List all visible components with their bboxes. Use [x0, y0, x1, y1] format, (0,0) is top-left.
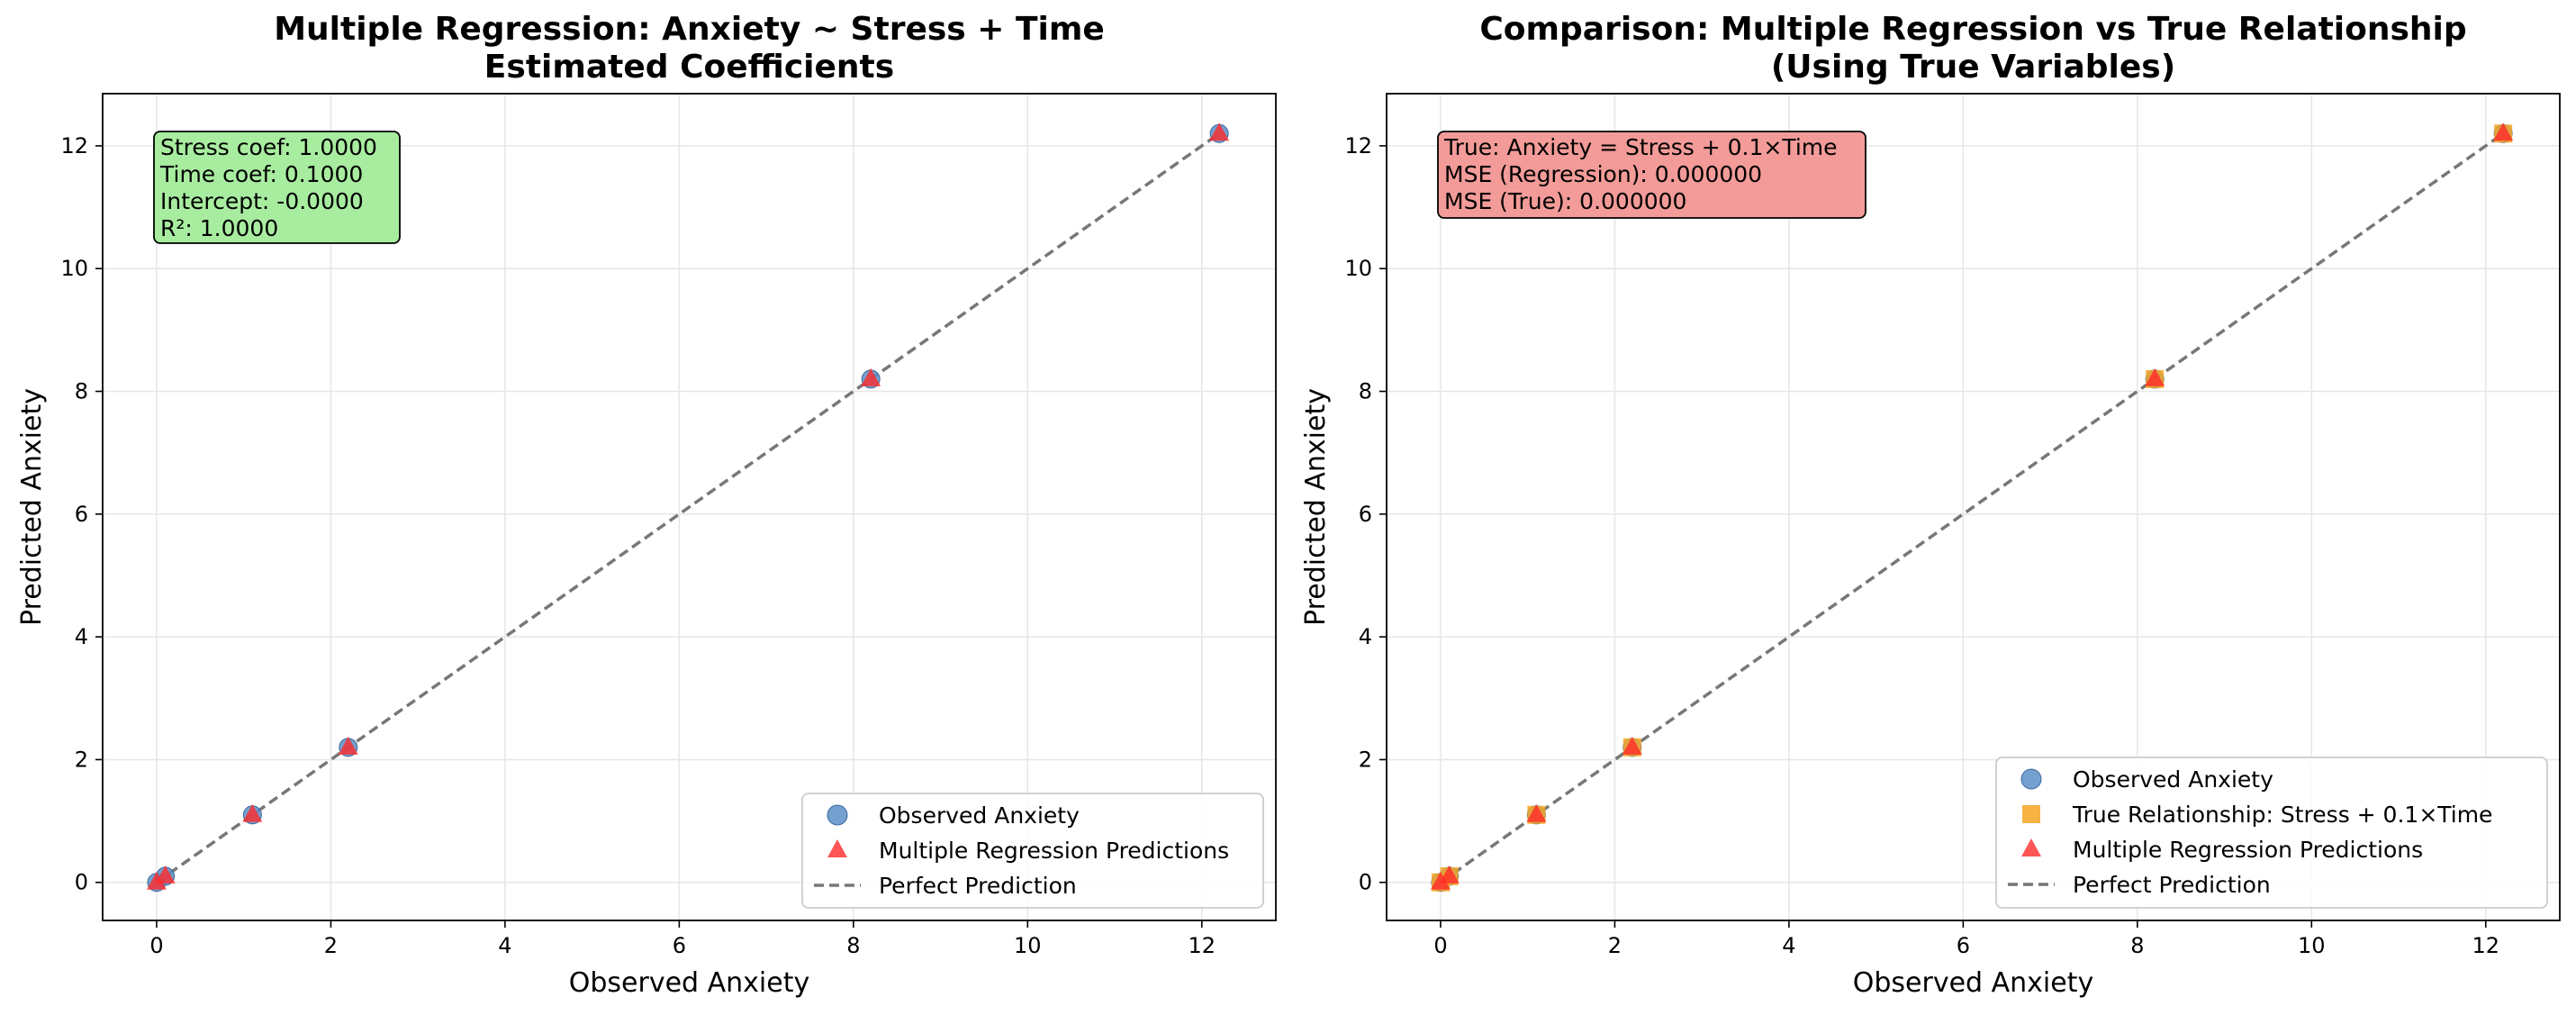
annotation-box [153, 131, 401, 244]
legend-box [801, 793, 1264, 909]
legend-label: True Relationship: Stress + 0.1×Time [2072, 802, 2492, 828]
annotation-text: MSE (True): 0.000000 [1444, 188, 1686, 214]
annotation-text: True: Anxiety = Stress + 0.1×Time [1443, 134, 1838, 160]
regression-prediction-point [155, 865, 176, 884]
perfect-prediction-line [1439, 131, 2505, 884]
x-axis-label: Observed Anxiety [569, 967, 809, 999]
x-tick-label: 10 [2298, 933, 2326, 958]
x-tick-label: 8 [846, 933, 860, 958]
y-tick-label: 6 [1359, 502, 1372, 527]
regression-prediction-point [2493, 122, 2514, 141]
plot-frame [102, 93, 1277, 921]
legend-marker-circle [2020, 768, 2042, 790]
legend-marker-triangle [2021, 838, 2041, 856]
y-tick-label: 10 [60, 256, 88, 281]
regression-prediction-point [146, 871, 167, 890]
y-axis-label: Predicted Anxiety [16, 388, 48, 626]
y-tick-label: 2 [75, 747, 88, 772]
regression-prediction-point [1526, 803, 1547, 822]
x-tick-label: 6 [1957, 933, 1970, 958]
regression-prediction-point [242, 803, 263, 822]
legend-marker-triangle [827, 839, 847, 857]
chart-panel-2: 0 2 4 6 8 10 12 0 2 4 6 8 10 12 Comparison: Multiple R… [1300, 11, 2561, 999]
y-tick-label: 8 [75, 379, 88, 404]
x-tick-label: 2 [324, 933, 338, 958]
x-tick-label: 12 [1189, 933, 1216, 958]
legend-marker-circle [827, 804, 848, 826]
x-tick-label: 4 [498, 933, 511, 958]
y-tick-label: 4 [1359, 624, 1372, 649]
legend-label: Multiple Regression Predictions [879, 838, 1229, 864]
regression-prediction-point [338, 736, 358, 755]
legend-label: Observed Anxiety [2073, 766, 2273, 793]
annotation-text: Time coef: 0.1000 [159, 161, 363, 187]
regression-prediction-point [1622, 736, 1642, 755]
annotation-text: Intercept: -0.0000 [160, 188, 364, 214]
annotation-text: Stress coef: 1.0000 [160, 134, 377, 160]
chart-panel-1: 0 2 4 6 8 10 12 0 2 4 6 8 10 12 Multiple Regression: A… [16, 11, 1277, 999]
y-tick-label: 0 [1359, 870, 1372, 895]
x-axis-label: Observed Anxiety [1853, 967, 2093, 999]
y-tick-label: 8 [1359, 379, 1372, 404]
x-tick-label: 12 [2472, 933, 2500, 958]
chart-title-line: (Using True Variables) [1771, 49, 2175, 86]
annotation-text: R²: 1.0000 [160, 215, 278, 241]
regression-prediction-point [861, 367, 881, 386]
y-tick-label: 4 [75, 624, 88, 649]
y-tick-label: 6 [75, 502, 88, 527]
x-tick-label: 0 [1433, 933, 1447, 958]
regression-prediction-point [2145, 367, 2165, 386]
regression-prediction-point [1209, 122, 1230, 141]
chart-title-line: Multiple Regression: Anxiety ~ Stress + … [274, 11, 1105, 48]
x-tick-label: 4 [1782, 933, 1795, 958]
legend-label: Observed Anxiety [879, 802, 1080, 829]
chart-title-line: Estimated Coefficients [484, 49, 894, 86]
y-tick-label: 10 [1344, 256, 1372, 281]
legend-box [1995, 757, 2548, 909]
legend-label: Perfect Prediction [879, 873, 1077, 899]
y-tick-label: 12 [1344, 133, 1372, 159]
plot-frame [1386, 93, 2561, 921]
annotation-text: MSE (Regression): 0.000000 [1444, 161, 1762, 187]
regression-prediction-point [1439, 865, 1460, 884]
legend-label: Perfect Prediction [2073, 872, 2271, 898]
regression-prediction-point [1430, 871, 1451, 890]
x-tick-label: 2 [1608, 933, 1622, 958]
legend-label: Multiple Regression Predictions [2073, 837, 2423, 863]
y-tick-label: 0 [75, 870, 88, 895]
y-axis-label: Predicted Anxiety [1300, 388, 1332, 626]
x-tick-label: 0 [149, 933, 163, 958]
perfect-prediction-line [155, 131, 1221, 884]
x-tick-label: 6 [673, 933, 686, 958]
x-tick-label: 10 [1014, 933, 1042, 958]
legend-marker-square [2022, 805, 2040, 823]
annotation-box [1437, 131, 1866, 219]
chart-title-line: Comparison: Multiple Regression vs True … [1479, 11, 2466, 48]
y-tick-label: 2 [1359, 747, 1372, 772]
y-tick-label: 12 [60, 133, 88, 159]
x-tick-label: 8 [2130, 933, 2144, 958]
